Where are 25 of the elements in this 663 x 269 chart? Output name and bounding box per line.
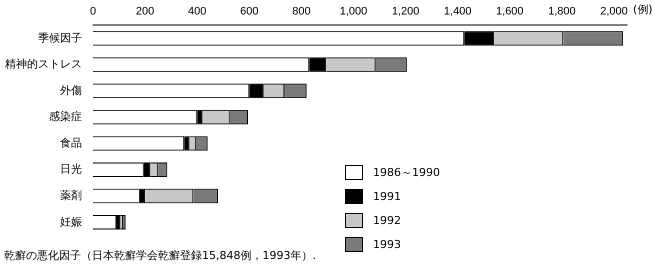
y-tick-label: 感染症 [49,110,82,124]
x-tick-label: 1,400 [444,6,472,18]
x-tick-label: 1,600 [496,6,524,18]
legend-label: 1991 [373,190,401,202]
x-tick-label: 1,200 [392,6,420,18]
x-tick-label: 1,000 [340,6,368,18]
legend-label: 1993 [373,238,401,250]
x-tick-label: 800 [292,6,311,18]
x-tick-label: 600 [240,6,258,18]
text: 乾癬の悪化因子（日本乾癬学会乾癬登録15,848例，1993年）. [4,248,316,263]
y-tick-label: 食品 [60,137,82,150]
x-axis-title: (例) [633,2,653,16]
y-tick-label: 妊娠 [60,216,82,228]
x-tick-label: 1,800 [548,6,576,18]
x-tick-label: 2,000 [600,6,628,18]
y-tick-label: 薬剤 [60,189,82,202]
y-tick-label: 外傷 [60,84,82,97]
x-tick-label: 0 [90,6,96,18]
x-tick-label: 200 [136,6,154,18]
x-tick-label: 400 [188,6,206,18]
y-tick-label: 精神的ストレス [5,58,82,71]
y-tick-label: 日光 [60,162,82,176]
legend-label: 1986～1990 [373,164,440,180]
legend-label: 1992 [373,214,401,226]
y-tick-label: 季候因子 [38,31,82,44]
